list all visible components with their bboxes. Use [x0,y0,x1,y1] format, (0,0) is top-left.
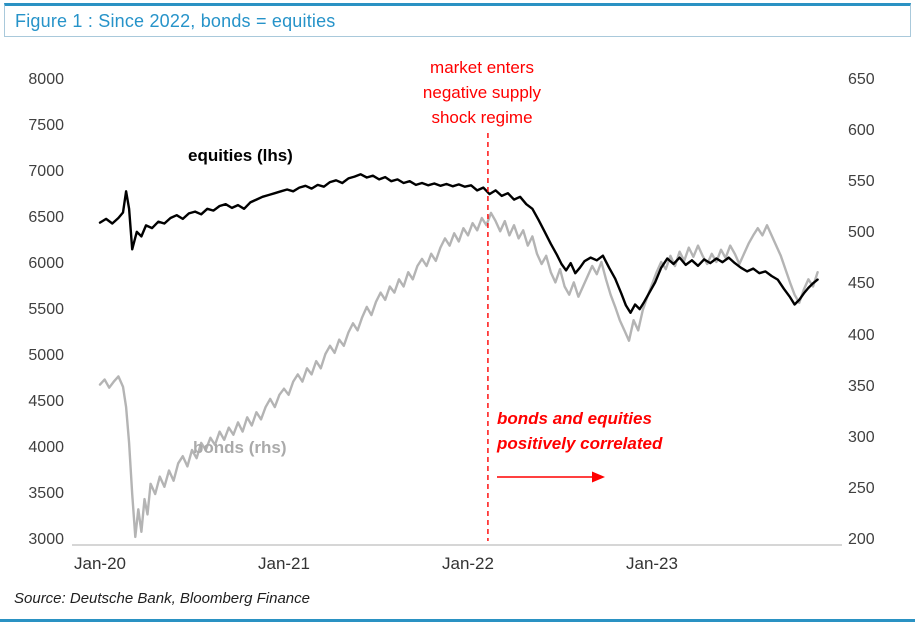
right-axis-tick: 450 [848,275,875,293]
right-axis-tick: 300 [848,428,875,446]
left-axis-tick: 6000 [28,255,64,272]
right-axis-tick: 400 [848,326,875,344]
left-axis-tick: 8000 [28,71,64,88]
right-axis-tick: 500 [848,224,875,242]
figure-title: Figure 1 : Since 2022, bonds = equities [15,10,336,31]
right-axis-tick: 600 [848,122,875,140]
right-axis-tick: 200 [848,530,875,548]
left-axis-tick: 7500 [28,117,64,134]
left-axis-tick: 5500 [28,301,64,318]
right-axis: 650 600 550 500 450 400 350 300 250 200 [848,70,900,550]
x-axis-tick: Jan-21 [257,554,310,573]
correlation-arrow-head [592,471,605,483]
figure-title-box: Figure 1 : Since 2022, bonds = equities [4,3,911,37]
left-axis-tick: 4000 [28,439,64,456]
x-axis-tick: Jan-23 [625,554,678,573]
right-axis-tick: 650 [848,71,875,88]
right-axis-tick: 250 [848,479,875,497]
equities-line [98,173,819,314]
bottom-rule [0,619,915,622]
right-axis-tick: 350 [848,377,875,395]
supply-shock-annotation: market enters negative supply shock regi… [422,58,542,127]
equities-series-label: equities (lhs) [188,146,293,165]
bonds-line [98,211,819,539]
x-axis-tick: Jan-22 [441,554,494,573]
left-axis-tick: 4500 [28,393,64,410]
left-axis-tick: 5000 [28,347,64,364]
left-axis-tick: 3000 [28,531,64,548]
source-note: Source: Deutsche Bank, Bloomberg Finance [14,590,310,607]
left-axis-tick: 6500 [28,209,64,226]
left-axis: 8000 7500 7000 6500 6000 5500 5000 4500 4000 3500… [12,70,64,550]
right-axis-tick: 550 [848,173,875,191]
left-axis-tick: 3500 [28,485,64,502]
bonds-series-label: bonds (rhs) [193,438,287,457]
left-axis-tick: 7000 [28,163,64,180]
x-axis: Jan-20 Jan-21 Jan-22 Jan-23 [0,554,915,578]
x-axis-tick: Jan-20 [74,554,126,573]
correlation-annotation: bonds and equities positively correlated [497,409,663,453]
